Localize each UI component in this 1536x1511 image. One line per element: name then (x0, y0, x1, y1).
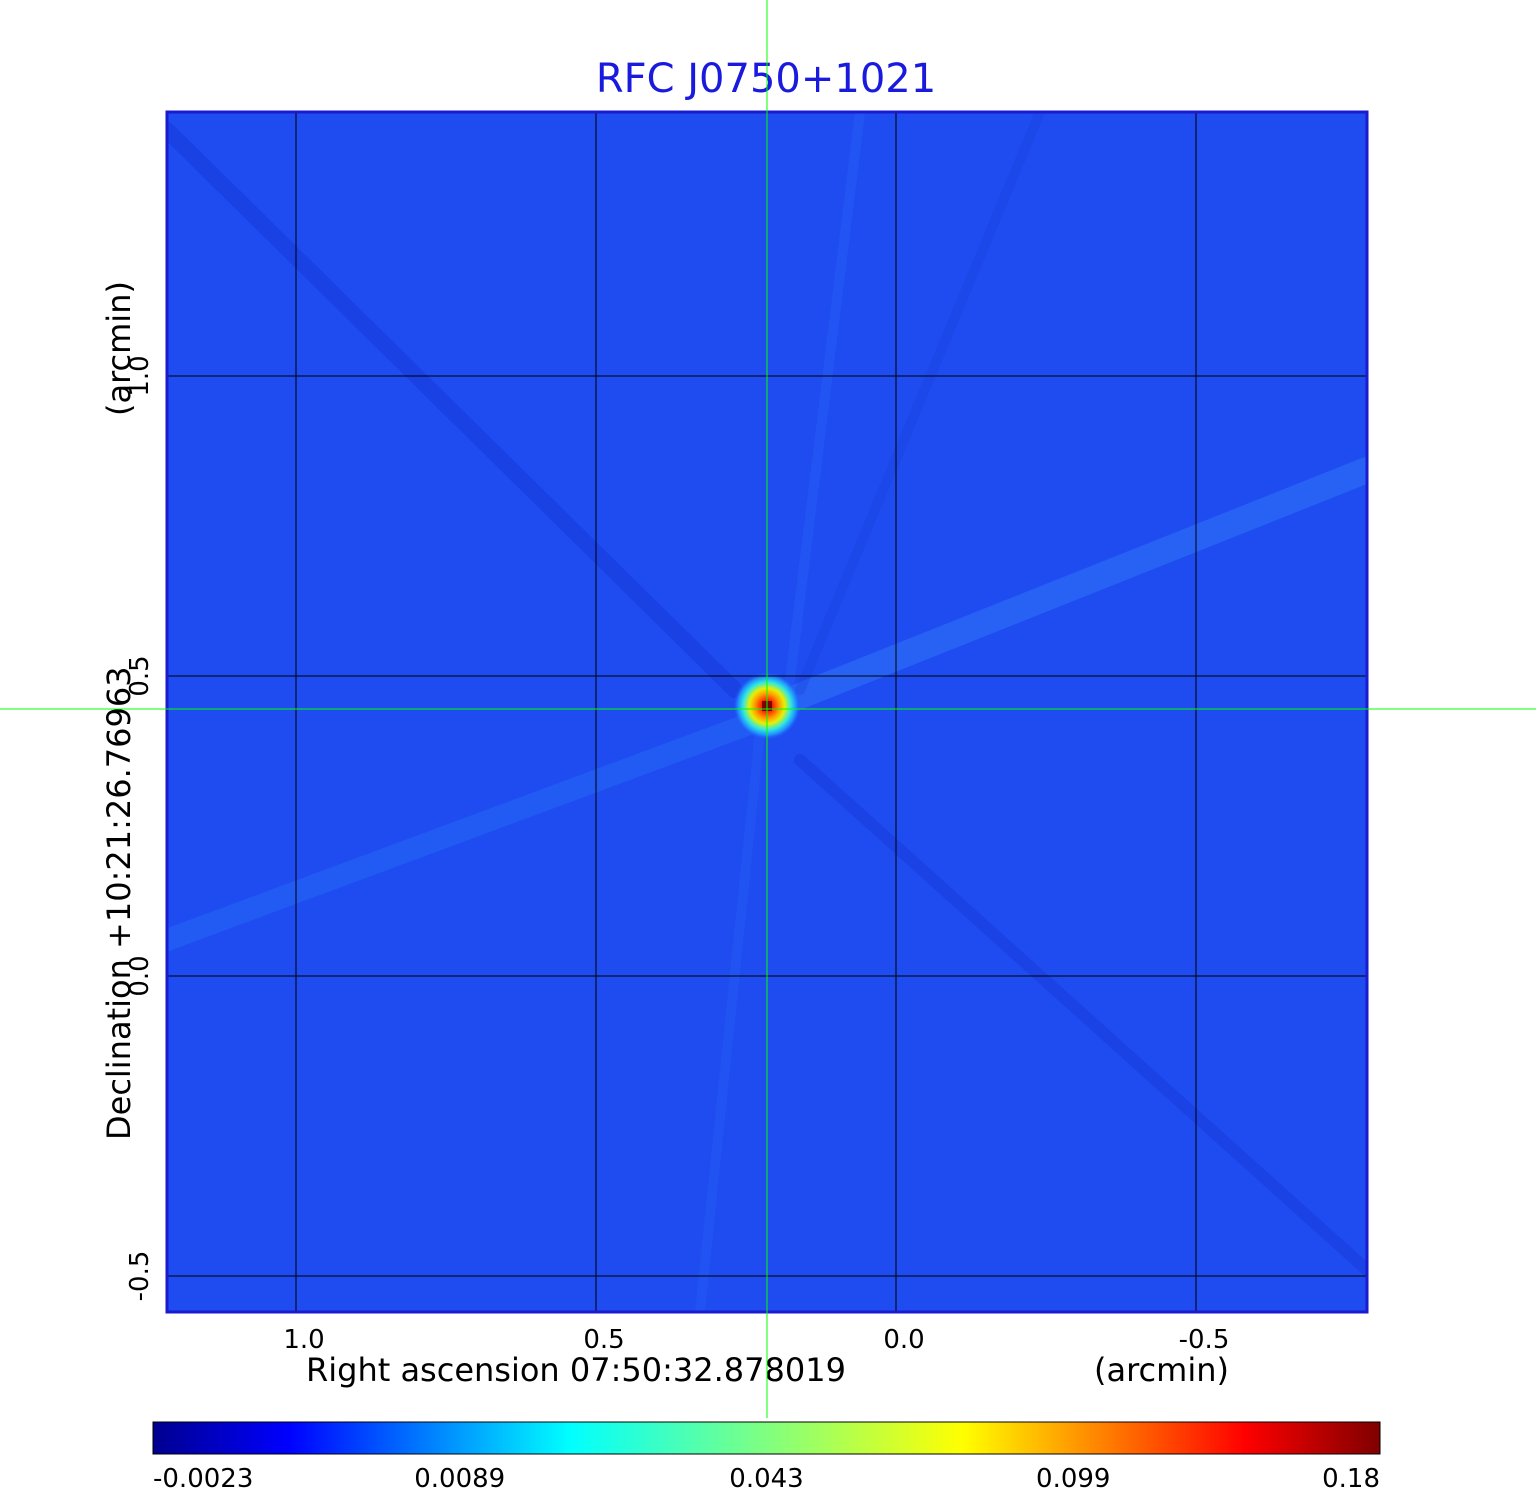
y-axis-unit: (arcmin) (100, 281, 138, 416)
colorbar-gradient (152, 1421, 1381, 1455)
sidelobe-streak (167, 122, 743, 698)
colorbar-tick-label: 0.18 (1322, 1464, 1380, 1494)
y-tick-label: 1.0 (125, 355, 155, 396)
sidelobe-streak (785, 112, 865, 685)
x-axis-label: Right ascension 07:50:32.878019 (306, 1351, 846, 1389)
x-tick-label: 1.0 (283, 1325, 324, 1355)
x-tick-label: 0.0 (883, 1325, 924, 1355)
sidelobe-streak (695, 725, 765, 1312)
colorbar-tick-label: 0.043 (729, 1464, 803, 1494)
colorbar-tick-label: 0.0089 (414, 1464, 505, 1494)
sidelobe-streak (794, 754, 1367, 1276)
x-axis-unit: (arcmin) (1094, 1351, 1229, 1389)
y-tick-labels: 1.0 0.5 0.0 -0.5 (125, 355, 155, 1301)
y-tick-label: 0.0 (125, 955, 155, 996)
chart-title: RFC J0750+1021 (596, 56, 936, 102)
y-tick-label: -0.5 (125, 1251, 155, 1302)
y-axis-label: Declination +10:21:26.76963 (100, 666, 138, 1140)
sidelobe-streak (777, 457, 1367, 713)
colorbar-tick-label: 0.099 (1036, 1464, 1110, 1494)
x-tick-labels: 1.0 0.5 0.0 -0.5 (283, 1325, 1229, 1355)
sidelobe-streaks (167, 112, 1367, 1312)
colorbar-tick-label: -0.0023 (153, 1464, 253, 1494)
colorbar: -0.0023 0.0089 0.043 0.099 0.18 (152, 1421, 1381, 1494)
sidelobe-streak (167, 709, 771, 951)
sidelobe-streak (795, 112, 1045, 695)
x-tick-label: -0.5 (1179, 1325, 1230, 1355)
x-tick-label: 0.5 (583, 1325, 624, 1355)
y-tick-label: 0.5 (125, 655, 155, 696)
colorbar-tick-labels: -0.0023 0.0089 0.043 0.099 0.18 (153, 1464, 1380, 1494)
